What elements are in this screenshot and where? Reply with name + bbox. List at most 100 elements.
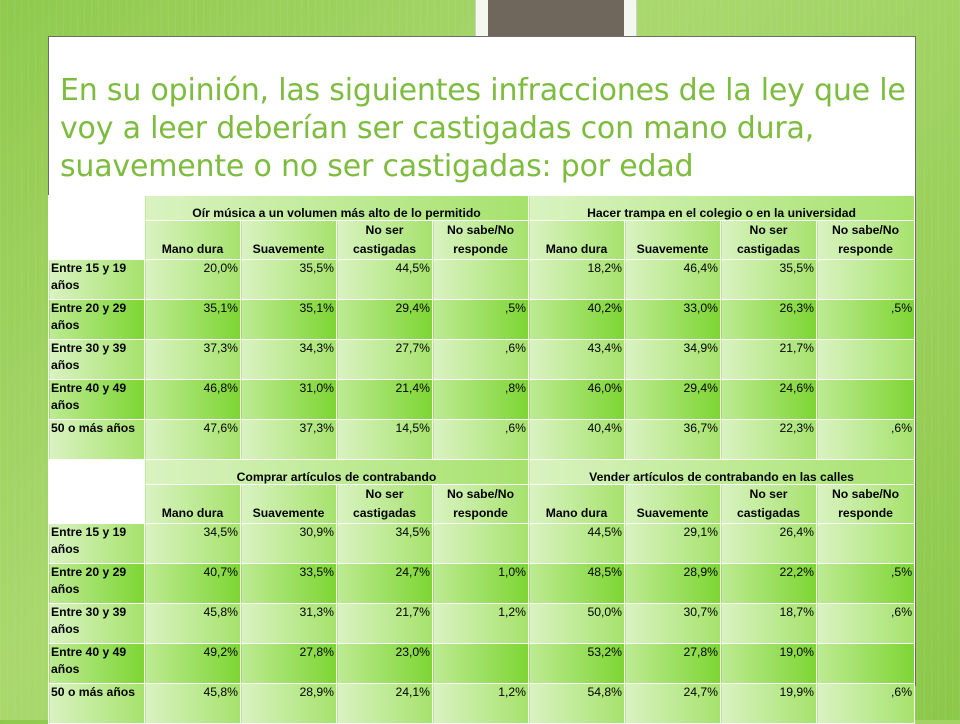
table-corner — [48, 459, 145, 524]
table-cell: 48,5% — [528, 563, 626, 604]
table-cell: 19,0% — [720, 643, 818, 684]
table-row: Entre 40 y 49 años 46,8% 31,0% 21,4% ,8%… — [48, 379, 916, 420]
column-header: Mano dura — [528, 484, 626, 524]
table-cell: 34,5% — [144, 523, 241, 564]
table-cell: 45,8% — [144, 603, 241, 644]
table-cell: 43,4% — [528, 339, 626, 380]
column-header: No ser castigadas — [336, 484, 433, 524]
table-cell: 35,1% — [240, 299, 337, 340]
table-cell: 54,8% — [528, 683, 626, 724]
table-cell: 21,7% — [720, 339, 818, 380]
table-cell: 1,2% — [431, 683, 530, 724]
table-cell: 44,5% — [336, 259, 433, 300]
row-label: 50 o más años — [48, 683, 145, 724]
table-cell: 36,7% — [624, 419, 722, 460]
table-cell: ,5% — [431, 299, 530, 340]
row-label: 50 o más años — [48, 419, 145, 460]
table-row: Entre 30 y 39 años 37,3% 34,3% 27,7% ,6%… — [48, 339, 916, 380]
column-header: Suavemente — [240, 220, 337, 260]
table-cell: 22,3% — [720, 419, 818, 460]
table-cell: 37,3% — [144, 339, 241, 380]
table-row: 50 o más años 47,6% 37,3% 14,5% ,6% 40,4… — [48, 419, 916, 460]
table-cell — [431, 643, 530, 684]
table-row: 50 o más años 45,8% 28,9% 24,1% 1,2% 54,… — [48, 683, 916, 724]
column-header: No sabe/No responde — [816, 484, 916, 524]
table-cell: 26,4% — [720, 523, 818, 564]
column-header: Mano dura — [144, 484, 241, 524]
column-header: Suavemente — [624, 220, 722, 260]
table-cell: 24,6% — [720, 379, 818, 420]
results-table: Oír música a un volumen más alto de lo p… — [48, 195, 916, 724]
table-cell: 27,7% — [336, 339, 433, 380]
table-cell: ,6% — [816, 683, 916, 724]
table-cell: ,5% — [816, 563, 916, 604]
table-cell: 29,4% — [336, 299, 433, 340]
table-cell: 28,9% — [624, 563, 722, 604]
table-cell: 30,9% — [240, 523, 337, 564]
table-cell — [816, 259, 916, 300]
table-cell: 20,0% — [144, 259, 241, 300]
table-cell: 29,1% — [624, 523, 722, 564]
column-header: No ser castigadas — [720, 220, 818, 260]
table-cell: ,6% — [431, 339, 530, 380]
row-label: Entre 15 y 19 años — [48, 523, 145, 564]
table-cell: 27,8% — [624, 643, 722, 684]
table-cell: 18,2% — [528, 259, 626, 300]
table-cell: 40,4% — [528, 419, 626, 460]
table-cell: 50,0% — [528, 603, 626, 644]
column-header: No sabe/No responde — [431, 220, 530, 260]
table-cell — [431, 523, 530, 564]
row-label: Entre 20 y 29 años — [48, 299, 145, 340]
table-cell: 23,0% — [336, 643, 433, 684]
table-cell: 35,5% — [720, 259, 818, 300]
table-cell: 49,2% — [144, 643, 241, 684]
table-cell: 44,5% — [528, 523, 626, 564]
table-row: Entre 20 y 29 años 35,1% 35,1% 29,4% ,5%… — [48, 299, 916, 340]
table-cell: 31,3% — [240, 603, 337, 644]
table-cell: 37,3% — [240, 419, 337, 460]
table-cell: 40,2% — [528, 299, 626, 340]
column-header: No ser castigadas — [720, 484, 818, 524]
table-cell: 26,3% — [720, 299, 818, 340]
row-label: Entre 30 y 39 años — [48, 339, 145, 380]
column-header: No sabe/No responde — [816, 220, 916, 260]
table-row: Entre 15 y 19 años 34,5% 30,9% 34,5% 44,… — [48, 523, 916, 564]
column-header-row: Mano dura Suavemente No ser castigadas N… — [49, 484, 916, 524]
table-row: Entre 20 y 29 años 40,7% 33,5% 24,7% 1,0… — [48, 563, 916, 604]
group-header-row: Oír música a un volumen más alto de lo p… — [48, 195, 916, 260]
table-cell: 30,7% — [624, 603, 722, 644]
table-cell: 34,5% — [336, 523, 433, 564]
slide-title: En su opinión, las siguientes infraccion… — [60, 73, 906, 184]
table-cell: 33,0% — [624, 299, 722, 340]
table-cell: 22,2% — [720, 563, 818, 604]
table-cell: ,6% — [816, 419, 916, 460]
table-cell: 28,9% — [240, 683, 337, 724]
column-header: Suavemente — [240, 484, 337, 524]
table-cell: 35,1% — [144, 299, 241, 340]
table-cell: 24,1% — [336, 683, 433, 724]
table-row: Entre 30 y 39 años 45,8% 31,3% 21,7% 1,2… — [48, 603, 916, 644]
table-cell — [431, 259, 530, 300]
group-header: Oír música a un volumen más alto de lo p… — [143, 195, 530, 221]
group-header-row: Comprar artículos de contrabando Vender … — [48, 459, 916, 524]
table-cell: 31,0% — [240, 379, 337, 420]
table-cell: 18,7% — [720, 603, 818, 644]
table-cell: 1,0% — [431, 563, 530, 604]
table-cell: ,5% — [816, 299, 916, 340]
table-cell: 47,6% — [144, 419, 241, 460]
table-cell: 14,5% — [336, 419, 433, 460]
table-cell: ,6% — [431, 419, 530, 460]
column-header: Suavemente — [624, 484, 722, 524]
table-cell: ,8% — [431, 379, 530, 420]
table-cell: 21,7% — [336, 603, 433, 644]
table-cell: 19,9% — [720, 683, 818, 724]
column-header-row: Mano dura Suavemente No ser castigadas N… — [49, 220, 916, 260]
row-label: Entre 40 y 49 años — [48, 643, 145, 684]
table-cell: 1,2% — [431, 603, 530, 644]
column-header: Mano dura — [144, 220, 241, 260]
table-cell — [816, 643, 916, 684]
column-header: Mano dura — [528, 220, 626, 260]
group-header: Hacer trampa en el colegio o en la unive… — [528, 195, 916, 221]
table-cell: 29,4% — [624, 379, 722, 420]
table-row: Entre 15 y 19 años 20,0% 35,5% 44,5% 18,… — [48, 259, 916, 300]
